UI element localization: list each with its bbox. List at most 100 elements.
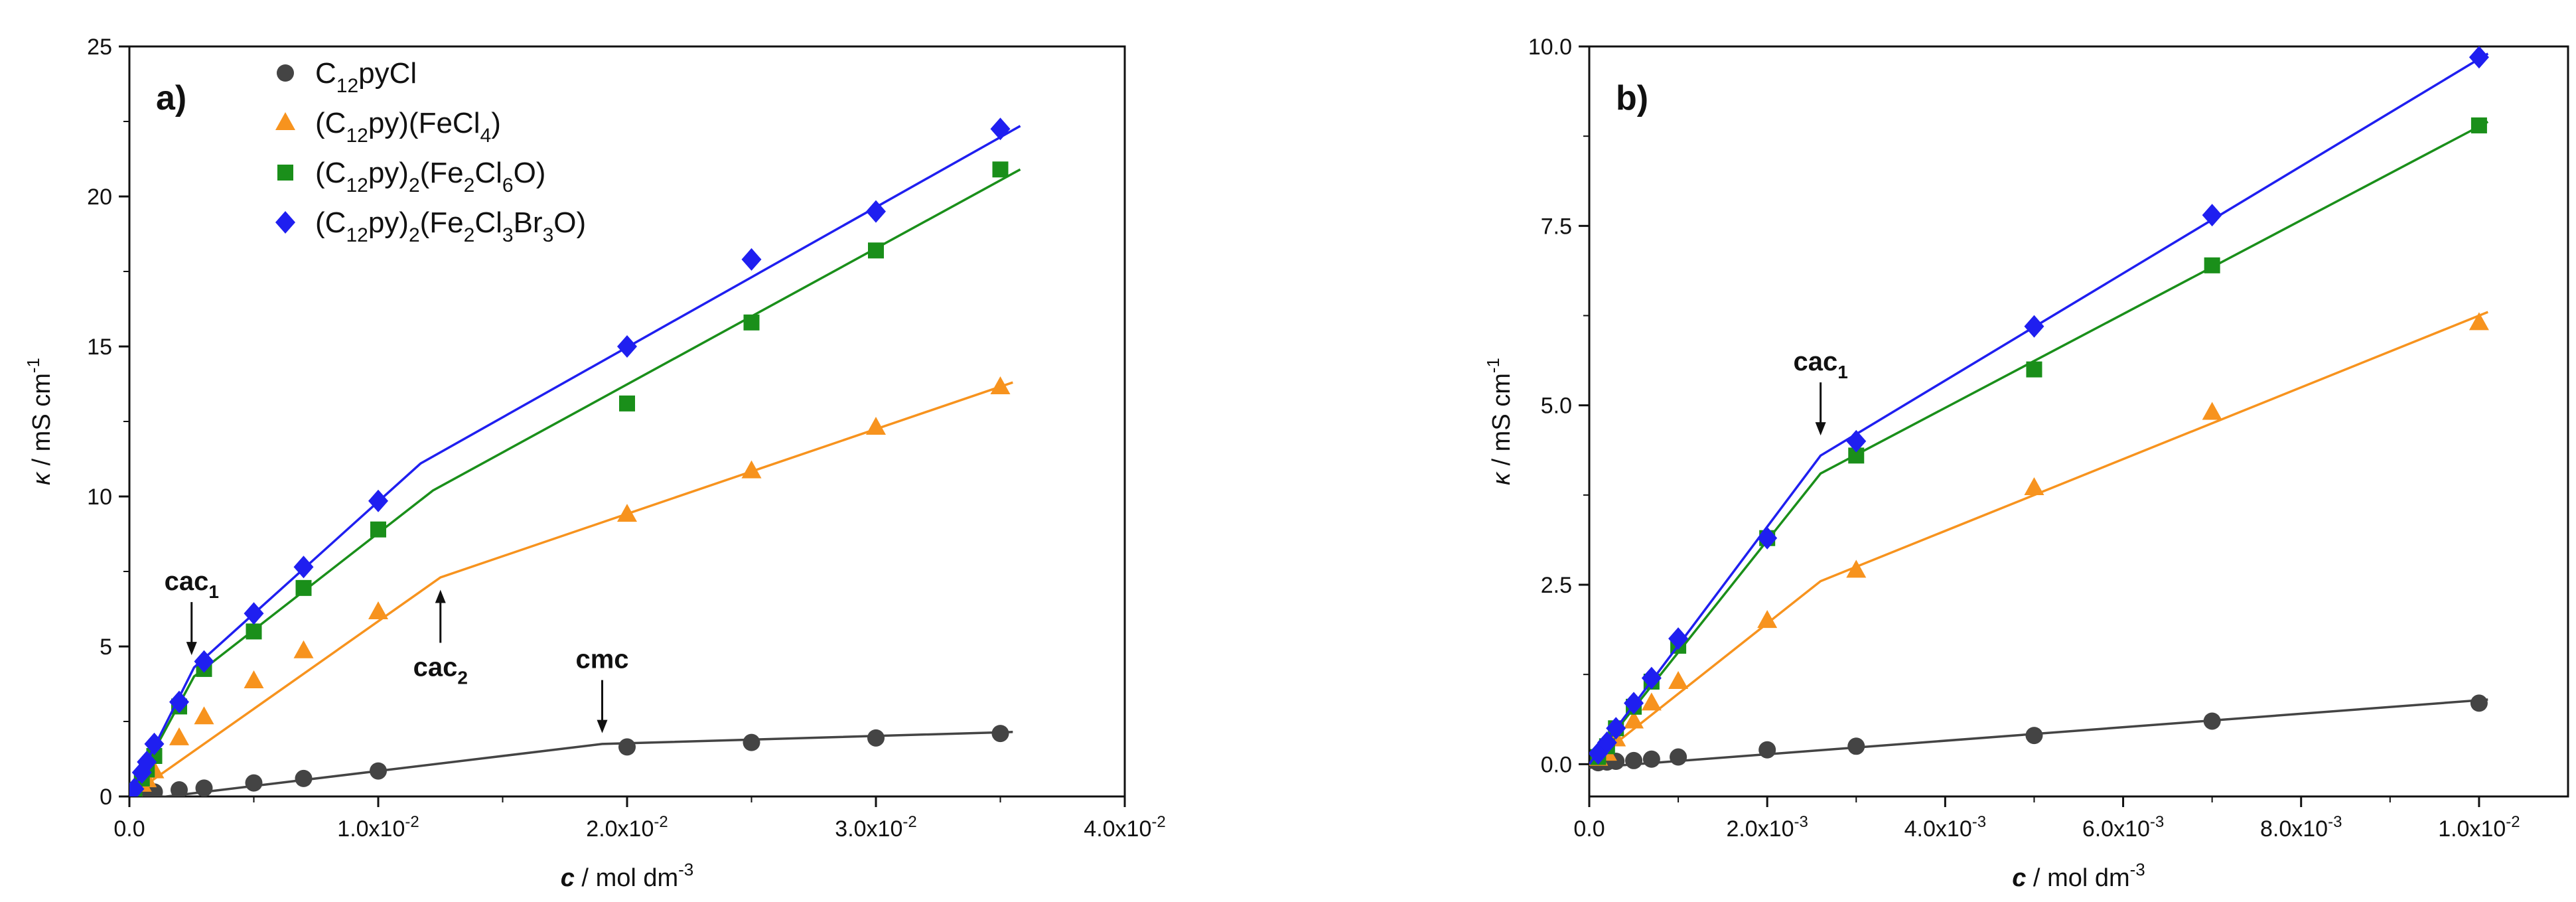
data-point	[245, 774, 263, 792]
x-tick-label: 2.0x10-2	[586, 813, 668, 842]
legend-label: (C12py)2(Fe2Cl3Br3O)	[315, 206, 586, 246]
data-point	[2025, 727, 2043, 745]
data-point	[144, 732, 165, 755]
legend-label: (C12py)(FeCl4)	[315, 107, 501, 147]
x-axis-label: c / mol dm-3	[561, 860, 694, 892]
data-point	[1589, 742, 1609, 765]
data-point	[195, 779, 213, 796]
data-point	[2470, 694, 2488, 712]
data-point	[1846, 429, 1867, 453]
data-point	[169, 690, 189, 714]
data-point	[1846, 560, 1867, 578]
data-point	[1641, 692, 1662, 711]
plot-frame	[1588, 45, 2569, 798]
fit-line-FeCl4	[129, 381, 1013, 796]
x-tick-label: 1.0x10-2	[2438, 813, 2520, 842]
data-point	[2202, 204, 2222, 227]
legend-label: (C12py)2(Fe2Cl6O)	[315, 157, 545, 196]
data-point	[991, 725, 1009, 743]
data-point	[1624, 710, 1644, 729]
data-point	[295, 769, 313, 787]
data-point	[169, 727, 189, 745]
data-point	[2024, 315, 2044, 338]
chart-panel-b: 0.0 2.0x10-3 4.0x10-3 6.0x10-3 8.0x10-3 1.0x1…	[1483, 35, 2569, 892]
data-point	[1641, 666, 1662, 690]
series-Fe2Cl3Br3O	[1589, 46, 2489, 765]
data-point	[1757, 610, 1778, 629]
data-point	[246, 623, 262, 640]
annotation-cac1: cac1	[165, 567, 219, 656]
data-point	[293, 556, 314, 579]
y-tick-label: 5	[100, 635, 112, 660]
data-point	[244, 670, 264, 688]
data-point	[617, 335, 637, 358]
data-point	[1847, 737, 1865, 755]
annotation-label: cac1	[1793, 347, 1847, 382]
data-point	[295, 579, 312, 596]
legend: C12pyCl (C12py)(FeCl4) (C12py)2(Fe2Cl6O) (C…	[275, 57, 586, 246]
data-point	[1668, 627, 1689, 650]
y-tick-label: 10.0	[1528, 35, 1572, 60]
data-point	[129, 777, 145, 796]
annotation-cmc: cmc	[575, 645, 629, 733]
x-tick-label: 1.0x10-2	[337, 813, 419, 842]
x-tick-label: 3.0x10-2	[835, 813, 916, 842]
annotation-arrow-head	[186, 642, 197, 656]
data-point	[743, 314, 760, 331]
x-tick-label: 6.0x10-3	[2082, 813, 2164, 842]
series-Fe2Cl6O	[1589, 117, 2489, 765]
data-point	[1757, 526, 1778, 550]
data-point	[1597, 731, 1617, 754]
chart-panel-a: 0.0 1.0x10-2 2.0x10-2 3.0x10-2 4.0x10-2 0 5 10 1…	[23, 35, 1166, 892]
data-point	[194, 706, 214, 725]
x-tick-label: 0.0	[1573, 816, 1605, 842]
legend-entry-C12pyCl: C12pyCl	[277, 57, 417, 97]
data-point	[1670, 748, 1687, 766]
data-point	[866, 200, 886, 223]
series-FeCl4	[1589, 311, 2489, 766]
y-tick-label: 7.5	[1541, 214, 1572, 239]
data-point	[2469, 46, 2489, 69]
data-point	[867, 729, 885, 747]
fit-line-Fe2Cl6O	[1589, 120, 2489, 765]
panel-label: a)	[156, 79, 186, 117]
series-C12pyCl	[133, 725, 1013, 796]
data-point	[619, 395, 635, 412]
annotation-label: cac1	[165, 567, 219, 602]
y-axis-label: κ / mS cm-1	[23, 358, 56, 485]
data-point	[618, 738, 636, 756]
legend-entry-Fe2Cl3Br3O: (C12py)2(Fe2Cl3Br3O)	[275, 206, 586, 246]
panel-label: b)	[1616, 79, 1648, 117]
data-point	[990, 117, 1011, 141]
series-Fe2Cl3Br3O	[129, 117, 1021, 796]
data-point	[293, 640, 314, 658]
data-point	[2204, 257, 2220, 273]
y-axis-label: κ / mS cm-1	[1483, 358, 1516, 485]
data-point	[2024, 477, 2044, 496]
y-tick-label: 15	[87, 335, 112, 360]
x-tick-label: 4.0x10-2	[1084, 813, 1165, 842]
data-point	[368, 601, 388, 620]
data-point	[1668, 670, 1689, 689]
data-point	[137, 751, 157, 774]
data-point	[370, 521, 386, 538]
data-point	[617, 504, 637, 522]
annotation-cac1: cac1	[1793, 347, 1848, 436]
data-point	[2203, 712, 2221, 730]
data-point	[171, 781, 188, 796]
data-point	[743, 733, 760, 751]
y-tick-label: 5.0	[1541, 394, 1572, 419]
x-axis-label: c / mol dm-3	[2012, 860, 2145, 892]
x-tick-label: 4.0x10-3	[1904, 813, 1986, 842]
x-tick-label: 0.0	[113, 816, 145, 842]
y-tick-label: 0	[100, 785, 112, 810]
annotation-arrow-head	[1815, 422, 1826, 436]
x-tick-label: 8.0x10-3	[2260, 813, 2342, 842]
legend-entry-FeCl4: (C12py)(FeCl4)	[275, 107, 501, 147]
annotation-label: cac2	[413, 653, 468, 688]
data-point	[244, 602, 264, 625]
plot-area	[129, 117, 1021, 796]
series-C12pyCl	[1589, 694, 2488, 772]
annotation-cac2: cac2	[413, 589, 468, 688]
annotation-arrow-head	[435, 589, 446, 603]
